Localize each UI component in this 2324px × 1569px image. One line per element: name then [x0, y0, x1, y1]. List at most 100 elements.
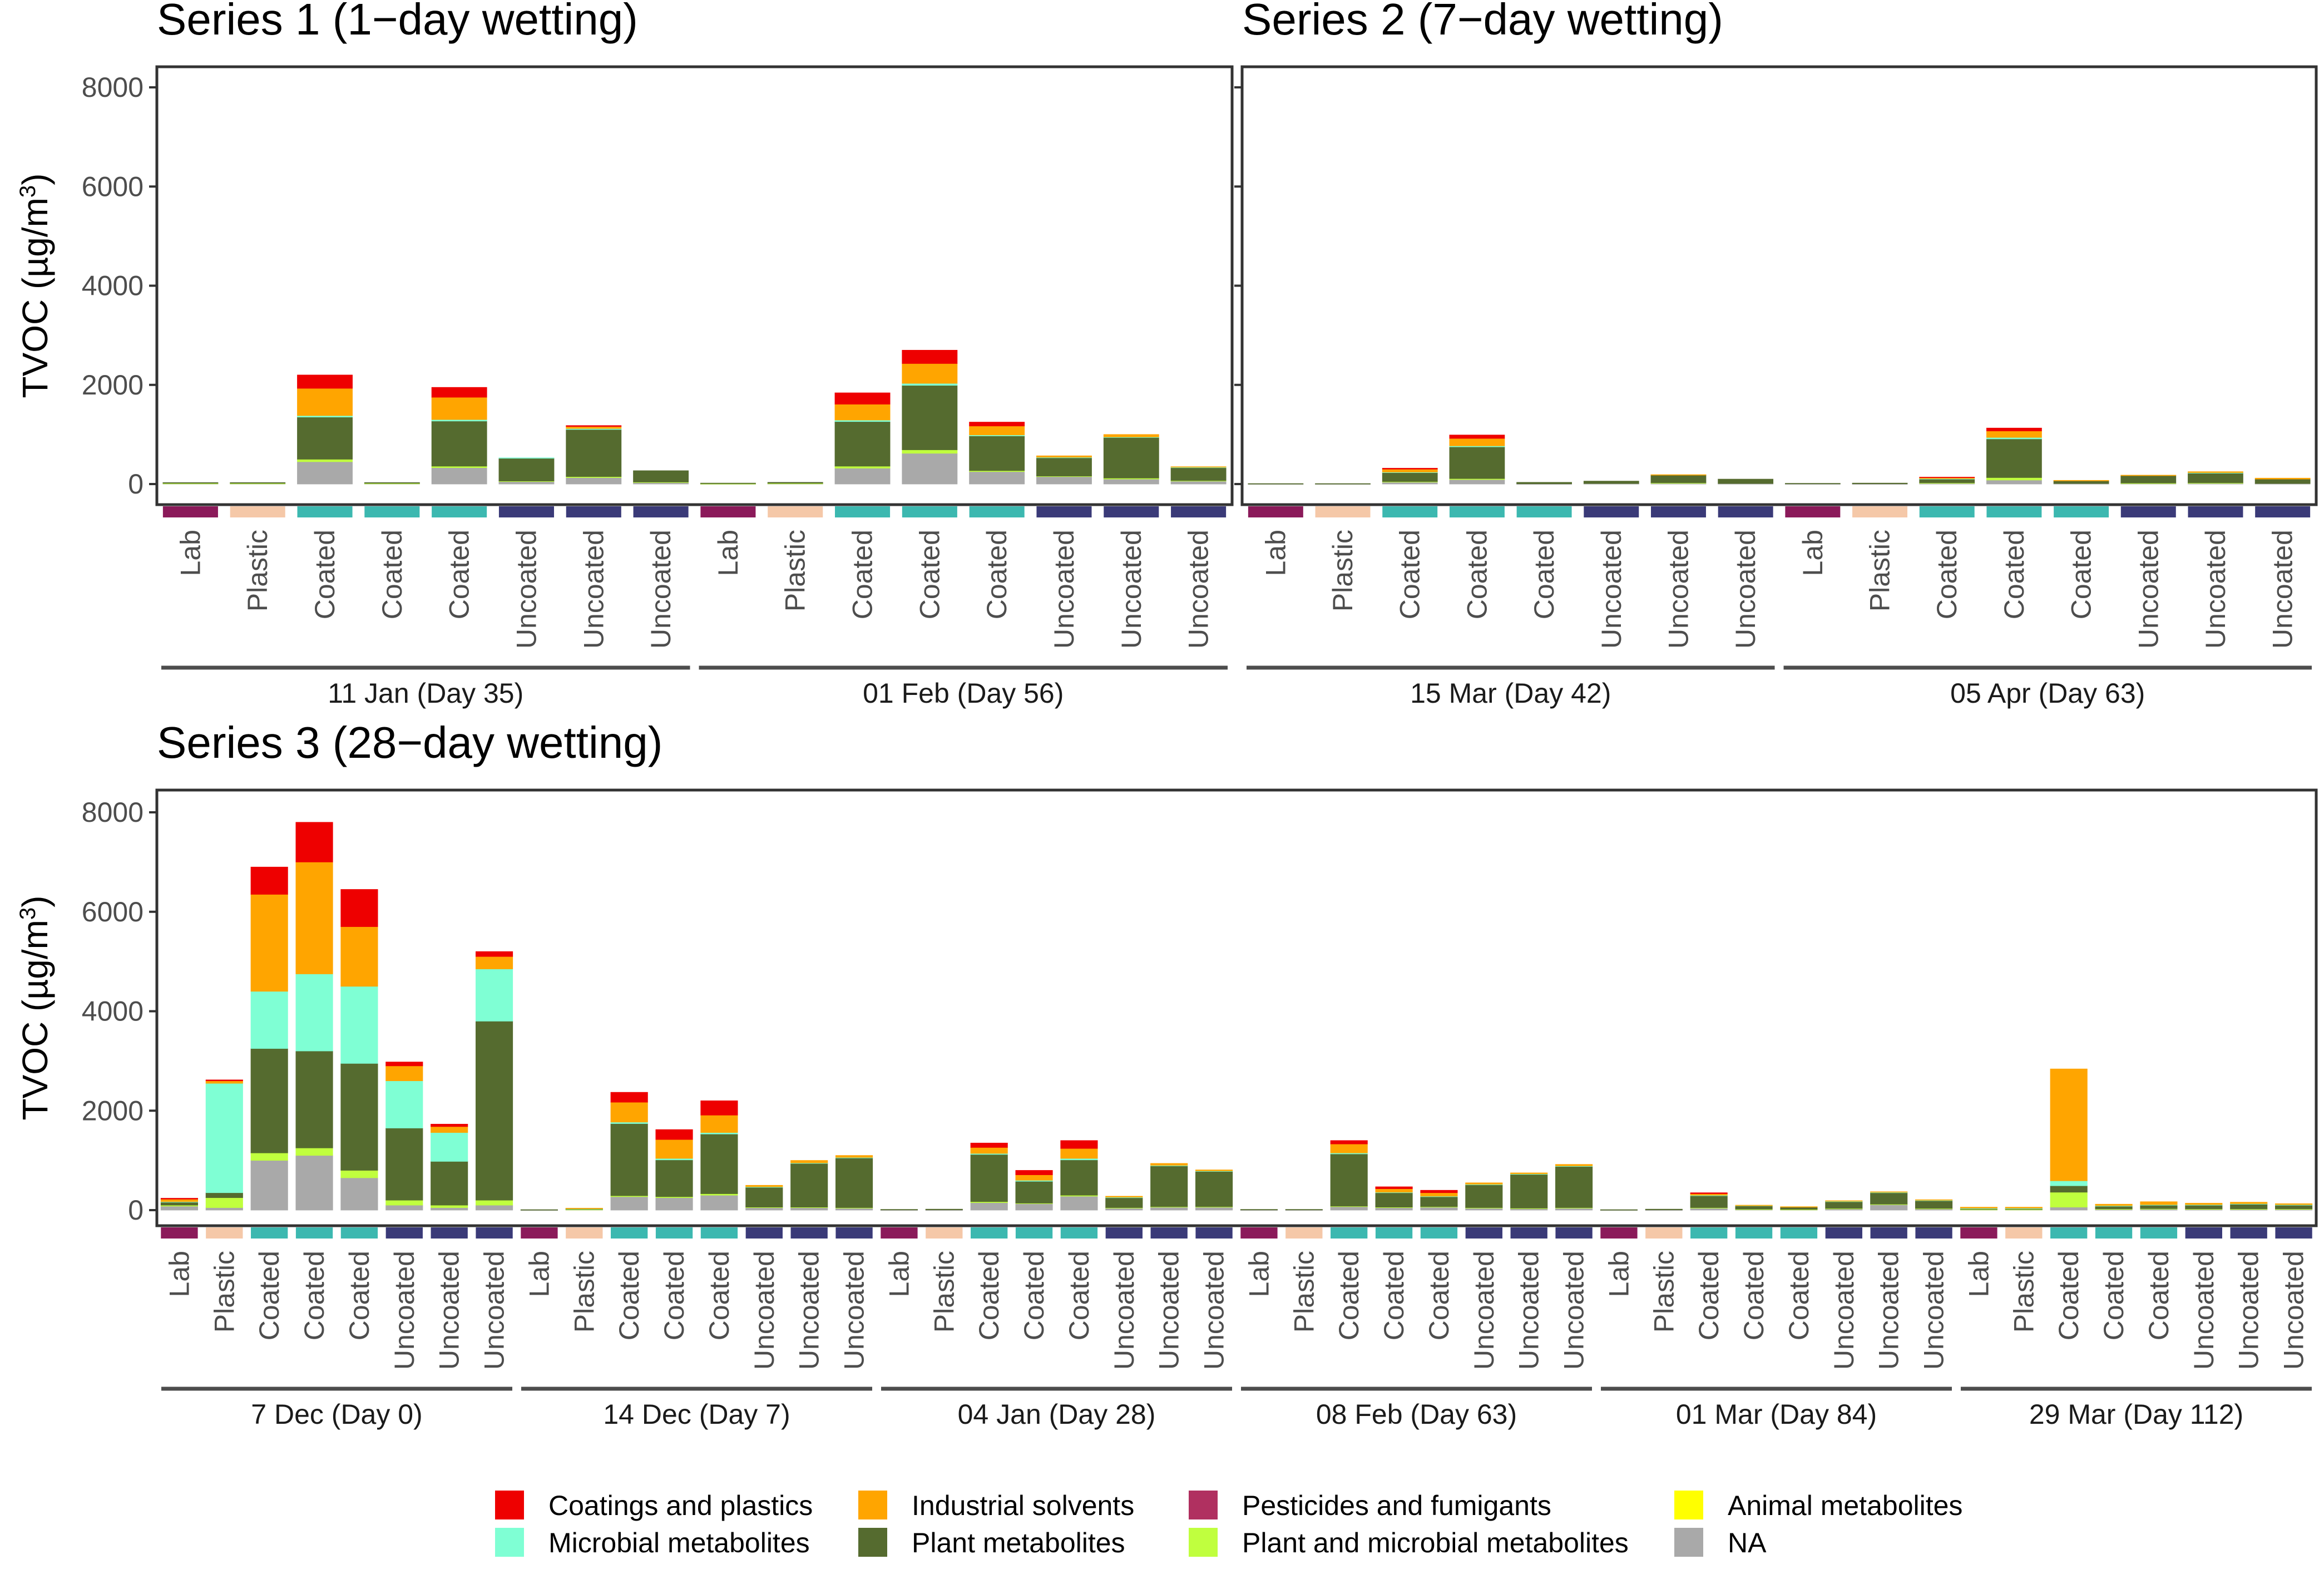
category-strip-lab [1960, 1227, 1997, 1239]
category-label: Coated [1018, 1251, 1050, 1340]
bar-uncoated [790, 1160, 828, 1211]
bar-segment-plant-metabolites [1919, 478, 1975, 483]
category-label: Coated [704, 1251, 735, 1340]
bar-uncoated [1510, 1172, 1548, 1211]
bar-segment-coatings-and-plastics [431, 1123, 468, 1127]
category-label: Coated [1999, 530, 2030, 619]
date-group-label: 11 Jan (Day 35) [328, 678, 523, 709]
bars [1248, 427, 2311, 485]
bar-segment-industrial-solvents [2053, 480, 2109, 481]
bar-segment-plant-metabolites [633, 470, 689, 482]
category-label: Uncoated [749, 1251, 780, 1370]
bar-segment-plant-metabolites [2140, 1205, 2178, 1209]
bar-segment-coatings-and-plastics [1919, 477, 1975, 478]
bar-segment-plant-and-microbial-metabolites [700, 1193, 738, 1196]
bar-segment-industrial-solvents [2275, 1203, 2313, 1205]
category-label: Uncoated [1049, 530, 1080, 649]
y-tick-label: 4000 [82, 996, 144, 1027]
bar-segment-na [610, 1196, 648, 1211]
category-strip-coated [297, 506, 353, 517]
legend-label: Pesticides and fumigants [1242, 1490, 1551, 1521]
legend-swatch [858, 1491, 887, 1519]
bar-segment-coatings-and-plastics [385, 1062, 423, 1067]
bar-coated [1690, 1192, 1728, 1211]
bar-segment-na [834, 468, 891, 485]
bar-lab [880, 1209, 918, 1211]
bar-segment-industrial-solvents [2120, 475, 2177, 476]
bar-segment-plant-metabolites [230, 482, 286, 484]
bar-segment-plant-metabolites [835, 1157, 873, 1208]
legend-item-na: NA [1674, 1527, 1767, 1558]
bar-segment-industrial-solvents [2005, 1207, 2043, 1208]
category-strip-uncoated [385, 1227, 423, 1239]
legend-label: Plant and microbial metabolites [1242, 1527, 1629, 1558]
category-label: Uncoated [1828, 1251, 1860, 1370]
category-label: Lab [523, 1251, 555, 1297]
bar-lab [1960, 1207, 1997, 1211]
category-strip-lab [700, 506, 756, 517]
bar-segment-na [205, 1207, 243, 1211]
bar-segment-microbial-metabolites [1986, 437, 2042, 440]
bar-segment-plant-metabolites [566, 429, 622, 477]
bar-plastic [767, 482, 823, 485]
bar-segment-plant-metabolites [295, 1050, 333, 1148]
bar-segment-plant-metabolites [1516, 482, 1572, 484]
legend-item-plant-metabolites: Plant metabolites [858, 1527, 1125, 1558]
category-label: Plastic [1327, 530, 1358, 611]
bar-segment-na [1015, 1203, 1053, 1211]
bar-segment-plant-metabolites [834, 421, 891, 467]
bar-segment-coatings-and-plastics [205, 1079, 243, 1082]
category-label: Coated [1783, 1251, 1814, 1340]
category-strip-lab [1240, 1227, 1278, 1239]
bar-segment-industrial-solvents [1195, 1170, 1233, 1171]
bar-segment-microbial-metabolites [385, 1080, 423, 1128]
category-label: Coated [2053, 1251, 2084, 1340]
bar-coated [2050, 1068, 2088, 1211]
bar-segment-na [790, 1207, 828, 1211]
panel-border [1240, 65, 2318, 506]
bar-segment-plant-metabolites [476, 1020, 513, 1201]
bar-segment-microbial-metabolites [340, 986, 378, 1064]
bar-segment-plant-metabolites [364, 482, 420, 484]
legend-swatch [495, 1528, 524, 1557]
panels: Series 1 (1−day wetting) TVOC (µg/m3) 0 200… [15, 0, 2318, 1430]
category-label: Uncoated [1468, 1251, 1500, 1370]
y-axis-label: TVOC (µg/m3) [15, 896, 55, 1121]
category-label: Uncoated [389, 1251, 420, 1370]
bar-plastic [205, 1079, 243, 1211]
bar-segment-coatings-and-plastics [1986, 427, 2042, 432]
category-strip-coated [834, 506, 891, 517]
category-strip-lab [521, 1227, 558, 1239]
category-strip-plastic [230, 506, 285, 517]
category-label: Uncoated [511, 530, 542, 649]
bar-coated [364, 482, 420, 485]
category-strip-plastic [1852, 506, 1908, 517]
bar-segment-plant-metabolites [1650, 475, 1707, 483]
bar-segment-plant-metabolites [745, 1187, 783, 1208]
panel-border [155, 65, 1234, 506]
bar-segment-microbial-metabolites [700, 1132, 738, 1134]
bar-segment-coatings-and-plastics [834, 392, 891, 404]
bar-segment-plant-metabolites [1555, 1166, 1593, 1208]
bar-uncoated [1036, 455, 1092, 485]
bar-segment-plant-metabolites [1375, 1192, 1413, 1208]
category-strip-coated [364, 506, 420, 517]
bar-segment-industrial-solvents [250, 894, 288, 992]
category-strip-lab [1785, 506, 1841, 517]
bar-segment-na [1690, 1208, 1728, 1211]
bars [162, 349, 1227, 485]
category-label: Plastic [209, 1251, 240, 1333]
bar-segment-plant-metabolites [2120, 475, 2177, 483]
category-strip-coated [2095, 1227, 2133, 1239]
date-group-label: 04 Jan (Day 28) [958, 1399, 1156, 1430]
bar-uncoated [498, 457, 555, 485]
category-strip-uncoated [835, 1227, 873, 1239]
category-strip-uncoated [1718, 506, 1773, 517]
bar-segment-plant-metabolites [1784, 483, 1841, 485]
bar-segment-industrial-solvents [1382, 468, 1438, 473]
bar-segment-industrial-solvents [1465, 1182, 1503, 1185]
bar-segment-coatings-and-plastics [610, 1092, 648, 1103]
bar-segment-plant-metabolites [2188, 472, 2243, 483]
bar-segment-industrial-solvents [566, 426, 622, 429]
category-label: Uncoated [839, 1251, 870, 1370]
